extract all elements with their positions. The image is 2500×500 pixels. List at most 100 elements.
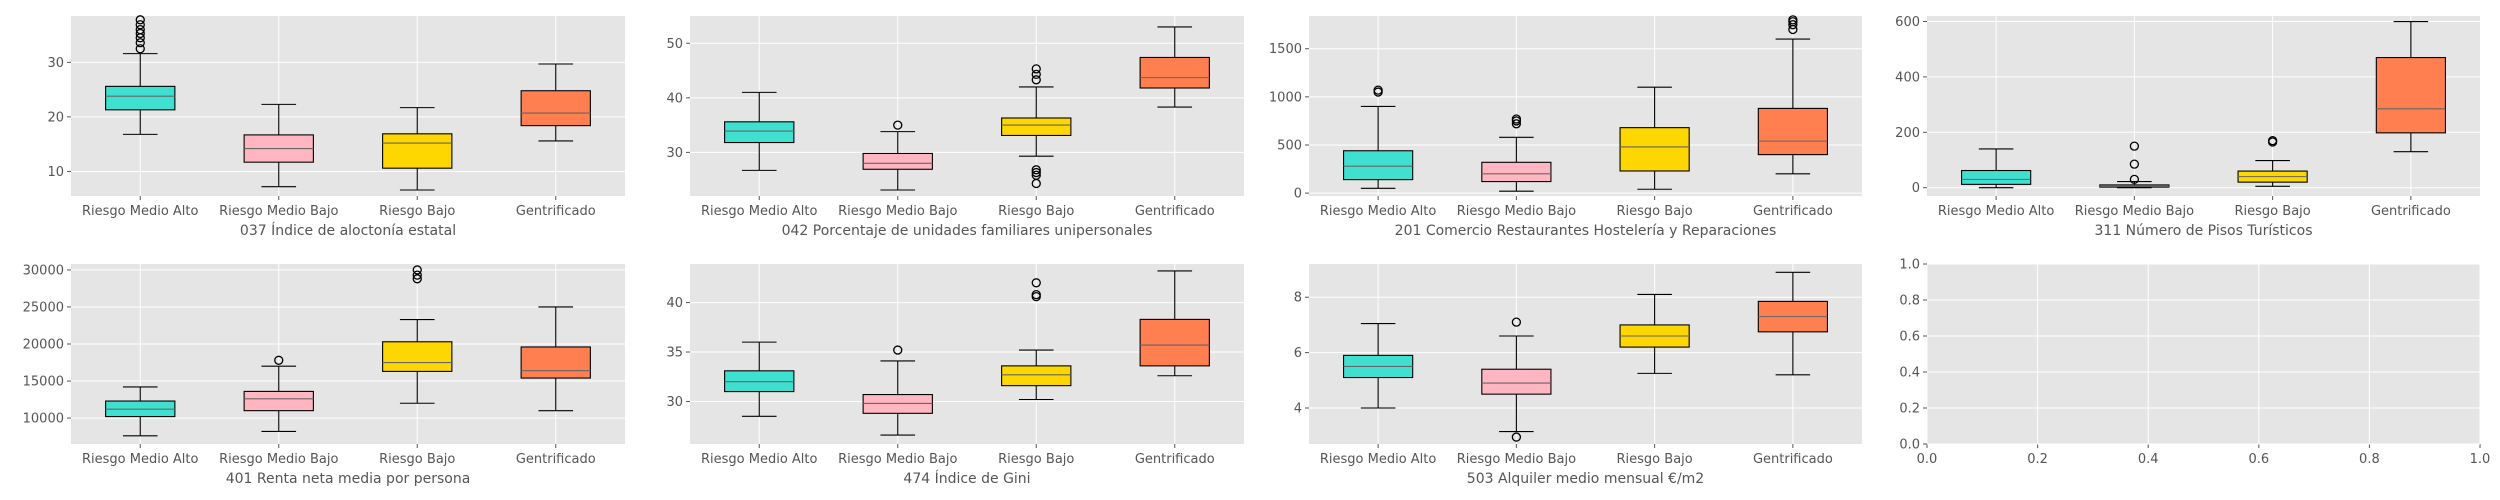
panel-1: 30 40 50 Riesgo Medio Alto Riesgo Medio Bajo… bbox=[666, 16, 1244, 239]
box-gentrificado bbox=[1757, 271, 1828, 376]
x-tick-label: 0.0 bbox=[1917, 452, 1938, 467]
box-riesgo-bajo bbox=[382, 265, 453, 404]
panel-background bbox=[1927, 264, 2480, 444]
outlier-point bbox=[1031, 167, 1041, 178]
y-tick-label: 30 bbox=[47, 56, 64, 71]
y-tick-label: 8 bbox=[1294, 291, 1302, 306]
box-body bbox=[1343, 150, 1414, 181]
y-tick-label: 10000 bbox=[23, 412, 64, 427]
box-body bbox=[1481, 161, 1552, 183]
outlier-point bbox=[1031, 75, 1041, 85]
box-riesgo-medio-bajo bbox=[1481, 317, 1552, 442]
box-body bbox=[1619, 127, 1690, 172]
category-label: Riesgo Medio Alto bbox=[1320, 204, 1437, 219]
outlier-point bbox=[1031, 290, 1041, 300]
category-label: Gentrificado bbox=[1135, 452, 1215, 467]
box-riesgo-medio-alto bbox=[1961, 148, 2032, 189]
outlier-point bbox=[135, 15, 145, 25]
outlier-point bbox=[274, 355, 284, 365]
box-gentrificado bbox=[520, 306, 591, 412]
category-label: Gentrificado bbox=[2371, 204, 2451, 219]
y-tick-label: 0.2 bbox=[1899, 402, 1920, 417]
x-axis-label: 201 Comercio Restaurantes Hostelería y R… bbox=[1395, 223, 1777, 239]
y-tick-label: 6 bbox=[1294, 346, 1302, 361]
outlier-point bbox=[1031, 165, 1041, 175]
panel-background bbox=[1309, 264, 1862, 444]
category-label: Riesgo Bajo bbox=[1617, 204, 1693, 219]
box-body bbox=[862, 152, 933, 170]
box-body bbox=[1001, 365, 1072, 387]
category-label: Riesgo Medio Alto bbox=[82, 204, 199, 219]
y-tick-label: 40 bbox=[666, 91, 683, 106]
outlier-point bbox=[1031, 278, 1041, 288]
box-riesgo-medio-bajo bbox=[243, 103, 314, 188]
y-tick-label: 4 bbox=[1294, 402, 1302, 417]
panel-5: 30 35 40 Riesgo Medio Alto Riesgo Medio Bajo… bbox=[666, 264, 1244, 487]
box-body bbox=[724, 121, 795, 144]
box-gentrificado bbox=[1757, 15, 1828, 175]
category-label: Riesgo Medio Alto bbox=[701, 452, 818, 467]
y-tick-label: 0.4 bbox=[1899, 366, 1920, 381]
box-riesgo-bajo bbox=[382, 107, 453, 191]
box-riesgo-bajo bbox=[1001, 64, 1072, 189]
y-tick-label: 400 bbox=[1895, 70, 1920, 85]
outlier-point bbox=[135, 20, 145, 30]
panel-3: 0 200 400 600 Riesgo Medio Alto Riesgo Medio … bbox=[1895, 15, 2480, 239]
category-label: Riesgo Medio Bajo bbox=[838, 204, 957, 219]
box-gentrificado bbox=[1139, 270, 1210, 377]
outlier-point bbox=[1373, 85, 1383, 95]
panel-background bbox=[690, 16, 1244, 196]
category-label: Riesgo Bajo bbox=[998, 452, 1074, 467]
box-body bbox=[520, 346, 591, 379]
y-tick-label: 200 bbox=[1895, 126, 1920, 141]
category-label: Riesgo Medio Bajo bbox=[1457, 204, 1576, 219]
box-body bbox=[1001, 117, 1072, 137]
outlier-point bbox=[1031, 64, 1041, 74]
panel-0: 10 20 30 Riesgo Medio Alto Riesgo Medio Bajo… bbox=[47, 15, 625, 239]
box-riesgo-bajo bbox=[1001, 278, 1072, 401]
category-label: Gentrificado bbox=[516, 452, 596, 467]
x-tick-label: 0.2 bbox=[2027, 452, 2048, 467]
outlier-point bbox=[2129, 141, 2140, 151]
y-tick-label: 0.6 bbox=[1899, 330, 1920, 345]
outlier-point bbox=[412, 265, 422, 275]
box-riesgo-medio-bajo bbox=[2099, 141, 2170, 189]
box-body bbox=[1961, 169, 2032, 185]
box-body bbox=[1481, 368, 1552, 395]
x-axis-label: 474 Índice de Gini bbox=[903, 470, 1030, 487]
box-riesgo-medio-alto bbox=[1343, 85, 1414, 189]
outlier-point bbox=[135, 28, 145, 39]
category-label: Riesgo Medio Alto bbox=[82, 452, 199, 467]
outlier-point bbox=[2129, 159, 2140, 169]
outlier-point bbox=[2129, 174, 2140, 185]
category-label: Riesgo Medio Bajo bbox=[219, 204, 338, 219]
category-label: Riesgo Medio Alto bbox=[1938, 204, 2055, 219]
y-tick-label: 0 bbox=[1294, 187, 1302, 202]
y-tick-label: 1.0 bbox=[1899, 258, 1920, 273]
y-tick-label: 0 bbox=[1912, 181, 1920, 196]
category-label: Riesgo Medio Bajo bbox=[838, 452, 957, 467]
y-tick-label: 10 bbox=[47, 165, 64, 180]
y-tick-label: 600 bbox=[1895, 15, 1920, 30]
box-body bbox=[520, 90, 591, 127]
x-tick-label: 0.8 bbox=[2359, 452, 2380, 467]
outlier-point bbox=[1511, 114, 1522, 124]
y-tick-label: 500 bbox=[1277, 138, 1302, 153]
y-tick-label: 0.0 bbox=[1899, 438, 1920, 453]
x-tick-label: 0.4 bbox=[2138, 452, 2159, 467]
y-tick-label: 50 bbox=[666, 37, 683, 52]
category-label: Gentrificado bbox=[1135, 204, 1215, 219]
category-label: Riesgo Medio Alto bbox=[1320, 452, 1437, 467]
y-tick-label: 35 bbox=[666, 346, 683, 361]
outlier-point bbox=[1788, 15, 1798, 25]
outlier-point bbox=[135, 44, 145, 54]
category-label: Gentrificado bbox=[516, 204, 596, 219]
y-tick-label: 30 bbox=[666, 146, 683, 161]
box-riesgo-medio-alto bbox=[724, 341, 795, 417]
x-axis-label: 042 Porcentaje de unidades familiares un… bbox=[782, 223, 1153, 239]
category-label: Riesgo Medio Bajo bbox=[1457, 452, 1576, 467]
box-body bbox=[2375, 56, 2446, 134]
category-label: Gentrificado bbox=[1753, 452, 1833, 467]
outlier-point bbox=[135, 24, 145, 35]
box-body bbox=[1757, 107, 1828, 156]
